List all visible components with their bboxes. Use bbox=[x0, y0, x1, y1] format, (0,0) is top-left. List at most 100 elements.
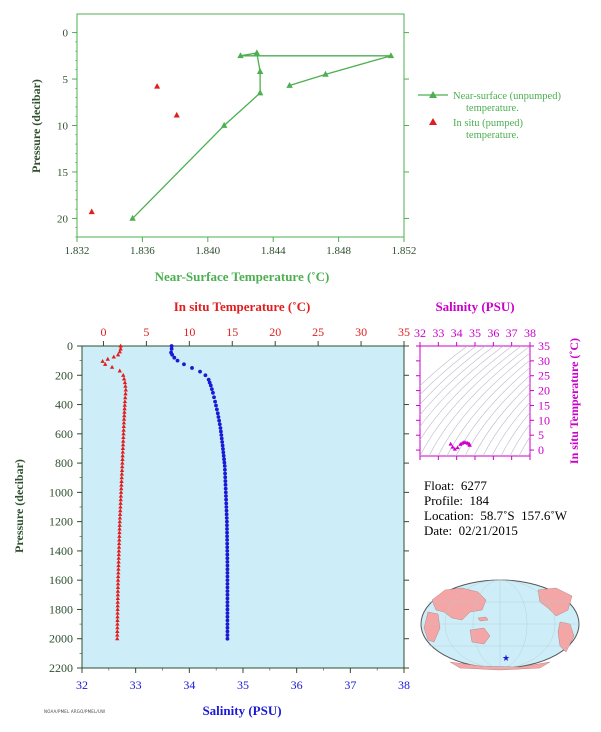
density-contour bbox=[420, 346, 468, 387]
ts-x-tick-label: 32 bbox=[414, 326, 426, 340]
salinity-point bbox=[190, 366, 194, 370]
ts-y-tick-label: 30 bbox=[538, 354, 550, 368]
temperature-point bbox=[115, 614, 120, 619]
salinity-point bbox=[206, 377, 211, 382]
profile-y-axis-label: Pressure (decibar) bbox=[12, 459, 26, 553]
temperature-point bbox=[119, 475, 124, 480]
ts-point bbox=[458, 442, 463, 446]
ts-x-tick-label: 37 bbox=[506, 326, 518, 340]
pressure-tick-label: 1600 bbox=[49, 573, 73, 587]
salinity-point bbox=[216, 415, 221, 419]
top-x-tick-label: 1.848 bbox=[326, 245, 351, 257]
temperature-point bbox=[109, 364, 115, 369]
salinity-point bbox=[212, 395, 216, 400]
temperature-point bbox=[122, 380, 128, 385]
float-info: Float: 6277 Profile: 184 Location: 58.7˚… bbox=[424, 478, 567, 538]
salinity-point bbox=[225, 589, 230, 594]
salinity-point bbox=[225, 530, 229, 535]
salinity-point bbox=[222, 460, 227, 465]
temperature-point bbox=[116, 544, 122, 549]
temperature-point bbox=[119, 478, 124, 483]
ts-x-tick-label: 33 bbox=[432, 326, 444, 340]
temperature-point bbox=[117, 515, 123, 520]
salinity-point bbox=[209, 387, 214, 392]
temperature-point bbox=[121, 435, 126, 440]
ts-point bbox=[467, 442, 472, 447]
temperature-point bbox=[117, 368, 122, 373]
salinity-point bbox=[169, 344, 174, 348]
salinity-point bbox=[224, 505, 229, 509]
ts-x-tick-label: 34 bbox=[451, 326, 463, 340]
temperature-point bbox=[120, 460, 125, 465]
legend-pumped-label: In situ (pumped) temperature. bbox=[453, 118, 526, 141]
unpumped-point bbox=[387, 52, 395, 59]
temperature-point bbox=[100, 358, 105, 363]
temperature-point bbox=[115, 636, 120, 641]
unpumped-point bbox=[237, 52, 244, 59]
ts-point bbox=[452, 446, 457, 451]
profile-chart-ticks: 32 33 34 35 36 37 38 0 5 10 15 20 25 30 35 0 200 400 600 80… bbox=[49, 325, 410, 692]
ts-y-tick-label: 15 bbox=[538, 398, 550, 412]
unpumped-point bbox=[256, 89, 264, 96]
salinity-point bbox=[225, 625, 230, 630]
salinity-point bbox=[225, 611, 230, 616]
salinity-point bbox=[225, 574, 230, 579]
salinity-tick-label: 33 bbox=[130, 678, 142, 692]
temperature-point bbox=[105, 356, 110, 361]
salinity-point bbox=[170, 352, 175, 357]
top-chart-ticks: 1.832 1.836 1.840 1.844 1.848 1.852 0 5 10 15 20 bbox=[57, 28, 416, 257]
salinity-point bbox=[215, 411, 220, 416]
salinity-point bbox=[217, 422, 222, 427]
density-contour bbox=[420, 346, 486, 405]
ts-diagram-frame bbox=[419, 345, 531, 457]
temperature-point bbox=[121, 376, 127, 381]
temperature-point bbox=[120, 442, 126, 447]
temperature-point bbox=[116, 552, 121, 557]
density-contour bbox=[437, 352, 530, 456]
salinity-tick-label: 36 bbox=[291, 678, 303, 692]
temperature-tick-label: 30 bbox=[355, 325, 367, 339]
pressure-tick-label: 2200 bbox=[49, 661, 73, 675]
salinity-point bbox=[169, 347, 174, 351]
profile-date: Date: 02/21/2015 bbox=[424, 523, 518, 538]
temperature-point bbox=[121, 424, 126, 429]
temperature-point bbox=[123, 387, 128, 392]
salinity-point bbox=[225, 538, 230, 542]
temperature-point bbox=[122, 413, 127, 418]
temperature-point bbox=[118, 346, 123, 351]
salinity-point bbox=[225, 549, 230, 553]
temperature-point bbox=[116, 559, 121, 564]
temperature-point bbox=[122, 402, 127, 407]
salinity-point bbox=[224, 494, 228, 498]
salinity-point bbox=[211, 390, 215, 395]
salinity-point bbox=[225, 534, 229, 539]
temperature-point bbox=[122, 399, 128, 404]
temperature-point bbox=[123, 383, 128, 388]
temperature-point bbox=[121, 416, 127, 421]
temperature-point bbox=[118, 489, 124, 494]
pumped-point bbox=[88, 208, 95, 215]
profile-chart: 32 33 34 35 36 37 38 0 5 10 15 20 25 30 35 0 200 400 600 80… bbox=[12, 299, 410, 718]
salinity-series bbox=[169, 344, 230, 641]
temperature-point bbox=[117, 537, 122, 542]
density-contour bbox=[464, 375, 530, 456]
top-y-tick-label: 0 bbox=[63, 28, 69, 40]
salinity-point bbox=[225, 559, 230, 564]
ts-x-axis-label: Salinity (PSU) bbox=[435, 299, 514, 314]
pressure-tick-label: 1200 bbox=[49, 515, 73, 529]
temperature-point bbox=[122, 406, 127, 411]
temperature-point bbox=[117, 519, 122, 524]
top-x-tick-label: 1.840 bbox=[195, 245, 220, 257]
salinity-point bbox=[225, 567, 230, 572]
temperature-point bbox=[120, 464, 125, 469]
temperature-point bbox=[122, 409, 127, 414]
temperature-point bbox=[115, 599, 120, 604]
salinity-tick-label: 34 bbox=[183, 678, 195, 692]
salinity-point bbox=[225, 556, 230, 561]
temperature-point bbox=[119, 482, 124, 487]
salinity-point bbox=[225, 614, 230, 619]
ts-series bbox=[448, 440, 472, 451]
near-surface-chart: 1.832 1.836 1.840 1.844 1.848 1.852 0 5 10 15 20 N… bbox=[29, 13, 561, 284]
salinity-point bbox=[223, 471, 227, 476]
